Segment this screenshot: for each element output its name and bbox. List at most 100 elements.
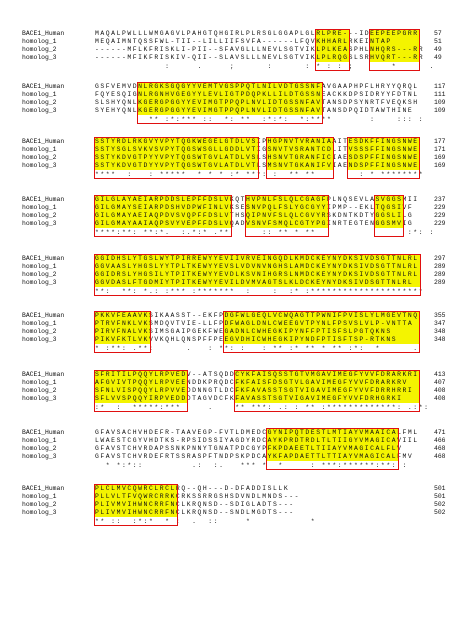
sequence-name: BACE1_Human <box>22 255 65 262</box>
sequence-residues: LWAESTCGYVHDTKS-RPSIDSSIYAGDYRDCAYKPRDTR… <box>95 437 419 444</box>
residue-count: 348 <box>434 328 446 335</box>
sequence-residues: GSFVEMVDNLRGKSGQGYYVEMTVGSPPQTLNILVDTGSS… <box>95 83 419 90</box>
sequence-name: homolog_1 <box>22 38 57 45</box>
residue-count: 408 <box>434 395 446 402</box>
residue-count: 297 <box>434 255 446 262</box>
conserved-region-highlight <box>369 30 420 62</box>
sequence-residues: SSTYKDVGTPYYVPYTQGSWTGVLATDLVSLSHSNVTGRA… <box>95 154 419 161</box>
sequence-residues: SLSHYQNLKGERGPGGYYEVIMGTPPQPLNVLIDTGSSNF… <box>95 99 419 106</box>
sequence-residues: GILGMAYAAIAQPSVYVEPFFDSLVQADVSNVFSMQLCGT… <box>95 220 414 227</box>
conservation-line: * *:*:: .: :. *** * * : ***:******:**: : <box>95 462 408 469</box>
sequence-name: homolog_2 <box>22 154 57 161</box>
residue-count: 109 <box>434 99 446 106</box>
sequence-residues: GFAVSACHVHDEFR-TAAVEGP-FVTLDMEDCGYNIPQTD… <box>95 429 419 436</box>
sequence-residues: PKKVFEAAVKSIKAASST--EKFPDGFWLGEQLVCWQAGT… <box>95 312 419 319</box>
sequence-name: homolog_3 <box>22 395 57 402</box>
conserved-region-highlight <box>245 196 328 228</box>
conserved-region-box <box>374 195 405 237</box>
conserved-region-box <box>244 195 329 237</box>
sequence-name: BACE1_Human <box>22 429 65 436</box>
conserved-region-highlight <box>348 138 420 170</box>
conserved-region-highlight <box>224 312 420 344</box>
residue-count: 468 <box>434 453 446 460</box>
conservation-line: ****:**: **:*. :.*:* .** :: ** * ** :*: … <box>95 229 435 236</box>
residue-count: 229 <box>434 220 446 227</box>
residue-count: 501 <box>434 493 446 500</box>
sequence-residues: SYEHYQNLKGERGPGGYYEVIMGTPPQPLNVLIDTGSSNF… <box>95 107 414 114</box>
conserved-region-box <box>136 82 324 124</box>
conserved-region-box <box>93 254 421 296</box>
conserved-region-highlight <box>375 196 404 228</box>
conservation-line: :* : *****:*** . ** ***: .: : ** :******… <box>95 404 430 411</box>
conserved-region-box <box>233 370 421 412</box>
sequence-name: homolog_1 <box>22 204 57 211</box>
sequence-residues: PIKVFKTLVKVVKQHLQNSPFFPEEGVDHICWHEGKIPYN… <box>95 336 398 343</box>
sequence-residues: PLLVLTFVQWRCRRKCRKSSRRGSHSDVNDLMNDS--- <box>95 493 301 500</box>
sequence-residues: SSTYSGLSVKVSVPYTQGSWSGLLGDDLVTIGSNVTVSRA… <box>95 146 419 153</box>
conservation-line: * :**: .**: . : **: : : ** :* ** * ** :*… <box>95 345 419 352</box>
sequence-name: homolog_2 <box>22 328 57 335</box>
sequence-name: BACE1_Human <box>22 30 65 37</box>
residue-count: 348 <box>434 336 446 343</box>
conserved-region-box <box>266 137 335 179</box>
residue-count: 49 <box>434 46 442 53</box>
sequence-residues: SFRITILPQQYLRPVEDV--ATSQDDCYKFAISQSSTGTV… <box>95 371 419 378</box>
sequence-residues: GILGMAYAEIAQPDVSVQPFFDSLVTHSQIPNVFSLQLCG… <box>95 212 414 219</box>
sequence-residues: GGVAASLYHGSLYYTPLTKEWYYEVSLVDVNVNGHSLAMD… <box>95 263 419 270</box>
sequence-name: homolog_3 <box>22 453 57 460</box>
sequence-name: homolog_3 <box>22 509 57 516</box>
conserved-region-box <box>314 29 351 71</box>
conserved-region-box <box>347 137 421 179</box>
sequence-name: homolog_2 <box>22 271 57 278</box>
sequence-name: BACE1_Human <box>22 138 65 145</box>
residue-count: 471 <box>434 429 446 436</box>
sequence-name: homolog_3 <box>22 54 57 61</box>
residue-count: 229 <box>434 204 446 211</box>
conservation-line: **** : : ***** * * * :* ***: : ** ** : *… <box>95 171 425 178</box>
residue-count: 109 <box>434 107 446 114</box>
sequence-name: homolog_1 <box>22 320 57 327</box>
residue-count: 347 <box>434 320 446 327</box>
sequence-name: homolog_1 <box>22 437 57 444</box>
sequence-residues: ------MFLKFRISKLI-PII--SFAVGLLLNEVLSGTVI… <box>95 46 425 53</box>
sequence-residues: FQYESQIGNLRGNHVGEGYYLEVLIGTPDQPKLLILDTGS… <box>95 91 419 98</box>
sequence-residues: GILGMAYSEIARPDSHVDPWFINLVKSESNVPQLFSLYGC… <box>95 204 414 211</box>
sequence-name: homolog_2 <box>22 387 57 394</box>
conserved-region-highlight <box>94 196 231 228</box>
residue-count: 237 <box>434 196 446 203</box>
residue-count: 171 <box>434 146 446 153</box>
sequence-name: homolog_2 <box>22 501 57 508</box>
sequence-name: BACE1_Human <box>22 371 65 378</box>
sequence-residues: SFNLVISPQQYLRPVVEDDNNGTLDCFKFAVASSTSGTVI… <box>95 387 414 394</box>
residue-count: 289 <box>434 279 446 286</box>
conservation-line: ** :: :*:* * : . :: * * <box>95 518 317 525</box>
conservation-line: ** :*:*** :: *: ** :*:*: *:**** : ::: : <box>95 116 425 123</box>
sequence-name: homolog_3 <box>22 279 57 286</box>
sequence-name: BACE1_Human <box>22 83 65 90</box>
sequence-residues: SSTYRDLRKGVYVPYTQGKWEGELGTDLVSIPHGPNVTVR… <box>95 138 419 145</box>
sequence-residues: SFLVVSPQQYIRPVEDDDTAGVDCFKFAVASSTSGTVIGA… <box>95 395 403 402</box>
conserved-region-highlight <box>315 30 350 62</box>
residue-count: 117 <box>434 83 446 90</box>
conserved-region-highlight <box>94 255 420 287</box>
conserved-region-box <box>93 137 259 179</box>
conserved-region-highlight <box>94 485 177 517</box>
conserved-region-box <box>93 484 178 526</box>
sequence-name: homolog_3 <box>22 220 57 227</box>
sequence-residues: GGIDHSLYTGSLWYTPIRREWYYEVIIVRVEINGQDLKMD… <box>95 255 419 262</box>
conserved-region-highlight <box>94 138 258 170</box>
sequence-residues: PLIVMVIHWNCRRFNCLKRQNSD--SDIGLADTS--- <box>95 501 295 508</box>
sequence-residues: GFAVSTCHVRDEFRTSSRASPFTNDPSKPDCAYKFAPDAE… <box>95 453 414 460</box>
conserved-region-box <box>93 311 151 353</box>
sequence-name: homolog_3 <box>22 336 57 343</box>
residue-count: 408 <box>434 387 446 394</box>
sequence-name: BACE1_Human <box>22 196 65 203</box>
residue-count: 289 <box>434 263 446 270</box>
sequence-residues: GGIDRSLYHGSILYTPITKEWYYEVDLKSVNIHGRSLNMD… <box>95 271 419 278</box>
sequence-residues: GFAVSTCHVRDAPSSNKPNNYTGNATPDCGYPFKPDAEET… <box>95 445 403 452</box>
conserved-region-highlight <box>94 312 150 344</box>
sequence-residues: PLCLMVCQWRCLRCLRQ--QH---D-DFADDISLLK <box>95 485 290 492</box>
sequence-residues: GILGLAYAEIARPDDSLEPFFDSLVKQTHVPNLFSLQLCG… <box>95 196 419 203</box>
residue-count: 468 <box>434 445 446 452</box>
residue-count: 413 <box>434 371 446 378</box>
